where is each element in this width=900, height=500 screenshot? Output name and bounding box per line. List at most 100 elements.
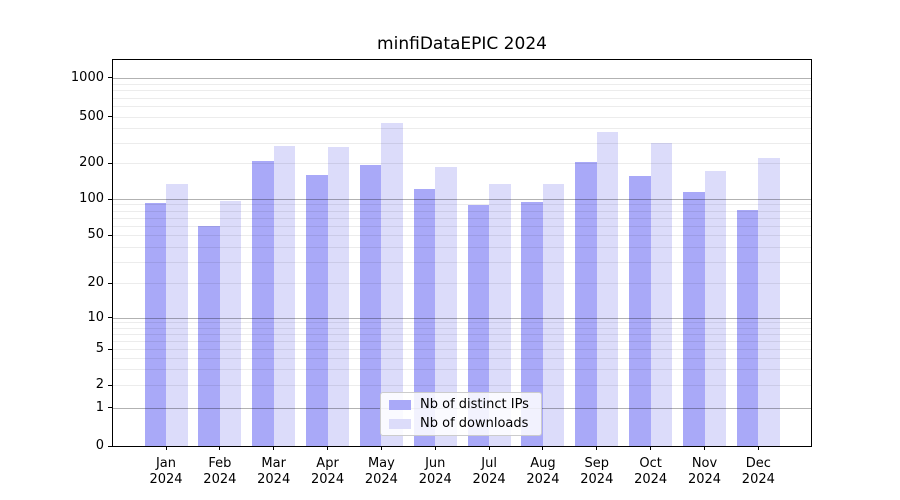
x-tick-label-month: Jan <box>155 456 177 471</box>
x-tick-label-month: Aug <box>530 456 556 471</box>
gridline-minor <box>113 235 811 236</box>
y-tick-label: 10 <box>87 309 104 325</box>
x-tick-label-year: 2024 <box>687 471 722 487</box>
y-tick-label: 0 <box>95 438 104 453</box>
x-tick-label-month: Feb <box>208 456 232 471</box>
legend: Nb of distinct IPs Nb of downloads <box>380 392 542 436</box>
y-tick-label: 200 <box>79 155 104 171</box>
x-tick-mark <box>219 446 221 450</box>
gridline-major <box>113 77 811 79</box>
x-tick-mark <box>542 446 544 450</box>
y-tick-mark <box>108 445 112 447</box>
bar-distinct-ips <box>575 161 597 446</box>
gridline-minor <box>113 210 811 212</box>
x-tick-label: Oct 2024 <box>621 456 681 487</box>
legend-item-distinct-ips: Nb of distinct IPs <box>389 397 533 412</box>
y-tick-mark <box>108 317 112 319</box>
x-tick-mark <box>434 446 436 450</box>
x-tick-label-month: Jul <box>481 456 497 471</box>
bar-downloads <box>381 122 403 446</box>
gridline-minor <box>113 163 811 165</box>
x-tick-label-year: 2024 <box>203 471 237 487</box>
bar-downloads <box>542 184 565 446</box>
x-tick-label-month: Mar <box>261 456 286 471</box>
legend-label-distinct-ips: Nb of distinct IPs <box>420 397 529 412</box>
x-tick-label-month: Sep <box>584 456 610 471</box>
bar-distinct-ips <box>413 189 436 446</box>
y-tick-mark <box>108 198 112 200</box>
x-tick-label-month: May <box>367 456 395 471</box>
y-tick-label: 500 <box>79 108 104 124</box>
bar-distinct-ips <box>467 205 490 446</box>
bar-downloads <box>650 142 673 446</box>
x-tick-label-month: Nov <box>691 456 718 471</box>
bar-downloads <box>704 170 726 446</box>
bar-downloads <box>273 146 296 446</box>
x-tick-label-year: 2024 <box>580 471 614 487</box>
x-tick-label-year: 2024 <box>364 471 398 487</box>
x-tick-label: Aug 2024 <box>513 456 573 487</box>
y-tick-mark <box>108 234 112 236</box>
x-tick-mark <box>596 446 598 450</box>
x-tick-label: Sep 2024 <box>567 456 627 487</box>
gridline-minor <box>113 204 811 206</box>
gridline-minor <box>113 246 811 248</box>
x-tick-label-year: 2024 <box>418 471 452 487</box>
x-tick-label-year: 2024 <box>149 471 183 487</box>
gridline-minor <box>113 83 811 85</box>
x-tick-label-year: 2024 <box>526 471 560 487</box>
legend-swatch-distinct-ips <box>389 399 411 410</box>
x-tick-label: May 2024 <box>351 456 411 487</box>
gridline-minor <box>113 322 811 324</box>
x-tick-mark <box>273 446 275 450</box>
gridline-minor <box>113 261 811 263</box>
x-tick-label: Mar 2024 <box>244 456 304 487</box>
y-tick-mark <box>108 407 112 409</box>
x-tick-label-year: 2024 <box>741 471 775 487</box>
y-tick-label: 100 <box>79 191 104 206</box>
gridline-major <box>113 199 811 200</box>
x-tick-mark <box>380 446 382 450</box>
bar-downloads <box>758 158 780 446</box>
gridline-major <box>113 317 811 319</box>
bar-distinct-ips <box>629 176 651 446</box>
gridline-minor <box>113 340 811 342</box>
x-tick-label-month: Jun <box>425 456 446 471</box>
bar-distinct-ips <box>198 225 220 446</box>
x-tick-label-month: Dec <box>745 456 771 471</box>
gridline-minor <box>113 116 811 118</box>
x-tick-mark <box>488 446 490 450</box>
chart-title: minfiDataEPIC 2024 <box>377 34 547 54</box>
y-tick-label: 5 <box>95 341 104 356</box>
x-tick-mark <box>704 446 705 450</box>
x-tick-label: Jul 2024 <box>459 456 519 487</box>
bar-distinct-ips <box>736 209 759 446</box>
gridline-minor <box>113 106 811 108</box>
bar-distinct-ips <box>683 191 705 446</box>
y-tick-label: 1000 <box>70 69 104 85</box>
gridline-minor <box>113 385 811 386</box>
y-tick-mark <box>108 116 112 118</box>
y-tick-label: 50 <box>87 227 104 242</box>
bar-distinct-ips <box>306 175 328 446</box>
x-tick-label: Feb 2024 <box>190 456 250 487</box>
gridline-minor <box>113 327 811 329</box>
legend-item-downloads: Nb of downloads <box>389 416 533 431</box>
x-tick-label-month: Oct <box>639 456 662 471</box>
plot-area <box>112 59 812 447</box>
x-tick-label-year: 2024 <box>257 471 291 487</box>
y-tick-label: 2 <box>95 377 104 392</box>
gridline-minor <box>113 333 811 335</box>
x-tick-label: Dec 2024 <box>728 456 788 487</box>
gridline-minor <box>113 217 811 219</box>
y-tick-mark <box>108 348 112 350</box>
gridline-minor <box>113 357 811 359</box>
legend-label-downloads: Nb of downloads <box>420 416 529 431</box>
bar-distinct-ips <box>521 201 543 446</box>
gridline-minor <box>113 225 811 227</box>
x-tick-mark <box>165 446 167 450</box>
bar-downloads <box>596 132 619 446</box>
gridline-minor <box>113 349 811 350</box>
y-tick-mark <box>108 282 112 284</box>
bar-distinct-ips <box>252 161 274 446</box>
